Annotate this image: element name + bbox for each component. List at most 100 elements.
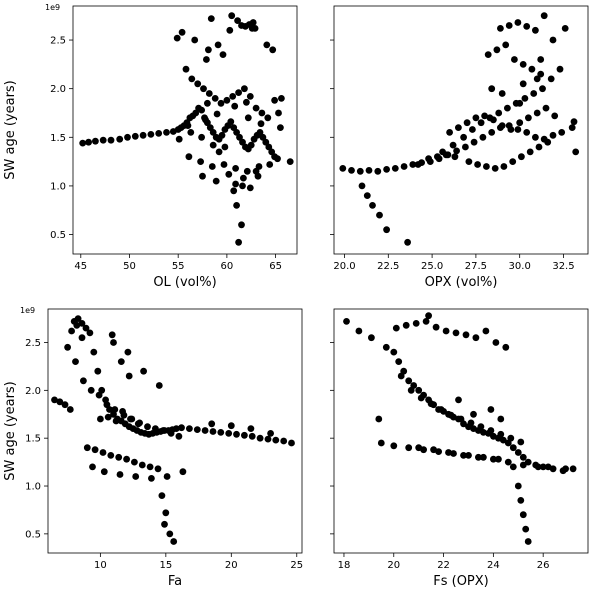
data-point-p4-58 [477, 423, 485, 431]
data-point-p2-15 [470, 138, 478, 146]
data-point-p2-16 [479, 133, 487, 141]
data-point-p3-2 [61, 401, 69, 409]
data-point-p1-38 [247, 141, 255, 149]
data-point-p4-72 [377, 439, 385, 447]
data-point-p3-83 [179, 468, 187, 476]
data-point-p3-96 [108, 331, 116, 339]
y-tick-label: 2.0 [25, 386, 41, 397]
x-tick-label: 15 [159, 560, 172, 571]
data-point-p2-8 [409, 161, 417, 168]
data-point-p1-99 [245, 21, 253, 28]
data-point-p1-101 [235, 238, 243, 246]
data-point-p3-52 [111, 406, 119, 413]
data-point-p3-78 [100, 468, 108, 476]
data-point-p2-17 [488, 129, 496, 136]
data-point-p3-6 [78, 320, 86, 327]
data-point-p2-91 [570, 118, 578, 126]
data-point-p2-53 [509, 158, 517, 166]
data-point-p3-80 [132, 473, 140, 480]
x-axis-label: OPX (vol%) [425, 275, 498, 290]
data-point-p3-51 [103, 401, 111, 409]
data-point-p3-65 [154, 465, 162, 473]
panel-ol: 45 50 55 60 65 0.5 1.0 1.5 2.0 2.5 OL (vol%) SW age… [3, 3, 298, 290]
data-point-p4-87 [487, 406, 495, 413]
data-point-p1-66 [197, 158, 205, 166]
x-tick-label: 32.5 [552, 261, 574, 272]
data-point-p2-26 [568, 124, 576, 131]
data-point-p3-44 [280, 437, 288, 445]
data-point-p4-79 [480, 453, 487, 461]
data-point-p4-67 [475, 453, 482, 461]
data-point-p1-67 [208, 163, 216, 170]
data-point-p3-56 [83, 444, 91, 452]
scatter-points [343, 312, 577, 545]
data-point-p2-6 [391, 165, 399, 172]
data-point-p2-5 [383, 166, 390, 173]
data-point-p1-7 [131, 132, 139, 140]
data-point-p1-60 [241, 85, 248, 93]
data-point-p4-43 [442, 327, 450, 335]
data-point-p3-63 [138, 461, 146, 469]
data-point-p3-94 [73, 321, 81, 329]
data-point-p4-71 [534, 463, 542, 471]
data-point-p1-21 [198, 106, 206, 114]
data-point-p3-37 [225, 430, 233, 437]
data-point-p3-47 [72, 358, 79, 365]
data-point-p3-95 [78, 334, 86, 342]
data-point-p3-67 [104, 413, 112, 421]
data-point-p2-46 [547, 75, 555, 83]
data-point-p3-60 [115, 453, 123, 461]
data-point-p1-100 [251, 25, 259, 32]
data-point-p4-74 [405, 444, 413, 452]
data-point-p2-31 [376, 211, 383, 219]
data-point-p1-79 [205, 46, 212, 54]
data-point-p1-3 [99, 136, 107, 144]
data-point-p2-33 [404, 238, 411, 246]
data-point-p2-7 [400, 163, 408, 170]
data-point-p4-6 [395, 358, 403, 365]
data-point-p1-72 [203, 56, 210, 63]
data-point-p1-53 [200, 85, 207, 93]
data-point-p1-89 [266, 161, 274, 168]
data-point-p2-24 [549, 131, 557, 139]
data-point-p4-8 [405, 377, 413, 385]
data-point-p3-70 [128, 415, 136, 423]
data-point-p3-57 [91, 446, 99, 454]
data-point-p4-29 [509, 444, 517, 452]
data-point-p1-113 [246, 184, 254, 192]
data-point-p4-78 [465, 452, 472, 459]
data-point-p3-84 [110, 339, 117, 346]
x-tick-label: 45 [74, 261, 87, 272]
data-point-p1-73 [214, 41, 222, 49]
data-point-p2-61 [511, 56, 518, 63]
data-point-p3-88 [162, 509, 170, 517]
x-tick-label: 20 [225, 560, 238, 571]
x-tick-label: 20 [387, 560, 400, 571]
data-point-p3-98 [125, 372, 133, 380]
data-point-p1-93 [231, 102, 239, 110]
data-point-p4-0 [343, 318, 350, 325]
data-point-p3-74 [159, 427, 167, 434]
data-point-p1-87 [240, 174, 247, 182]
data-point-p4-41 [422, 318, 430, 325]
data-point-p2-44 [530, 90, 538, 97]
data-point-p4-44 [452, 329, 460, 337]
data-point-p1-96 [207, 15, 215, 22]
data-point-p1-102 [238, 221, 245, 229]
data-point-p2-78 [414, 161, 422, 168]
data-point-p2-81 [442, 151, 450, 159]
data-point-p1-104 [230, 187, 238, 195]
y-tick-label: 2.0 [50, 84, 66, 95]
data-point-p3-77 [89, 463, 96, 471]
data-point-p2-89 [549, 36, 557, 44]
y-offset-label: 1e9 [20, 306, 35, 315]
data-point-p1-25 [209, 129, 217, 136]
data-point-p1-8 [139, 131, 147, 139]
data-point-p2-35 [449, 141, 457, 149]
y-tick-label: 2.5 [50, 36, 66, 47]
data-point-p3-49 [87, 386, 95, 394]
data-point-p4-59 [487, 427, 495, 434]
data-point-p1-117 [271, 96, 278, 104]
data-point-p3-71 [136, 419, 144, 427]
data-point-p4-10 [415, 386, 423, 394]
